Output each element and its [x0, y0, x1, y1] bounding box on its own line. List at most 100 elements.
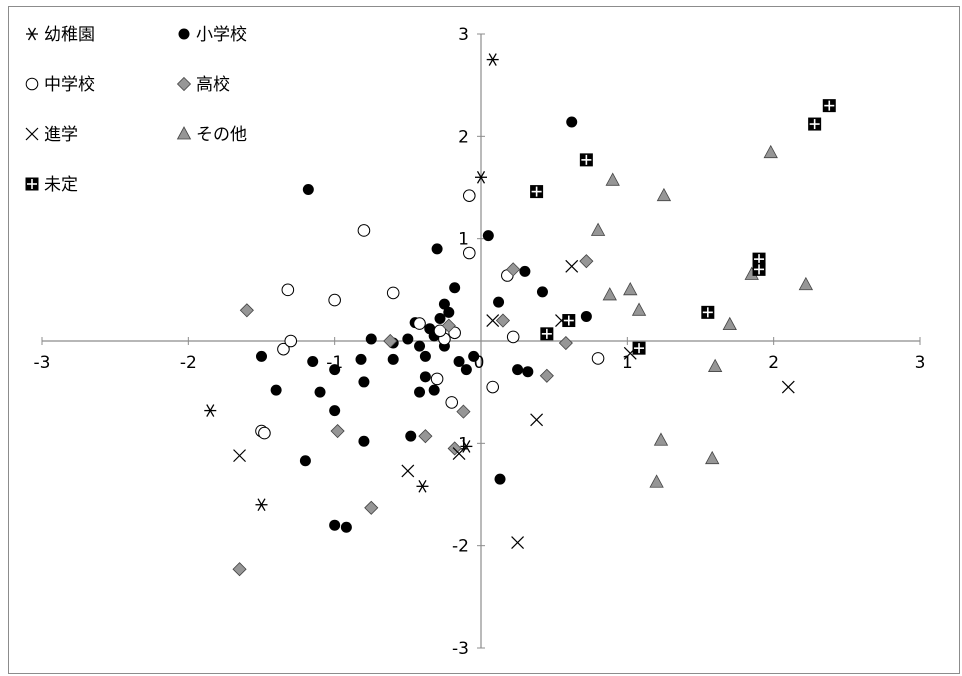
data-point — [256, 350, 267, 362]
data-point — [452, 447, 466, 460]
data-point — [475, 170, 487, 184]
chart-frame — [8, 6, 960, 674]
data-point — [270, 384, 282, 396]
data-point — [558, 335, 573, 351]
legend-marker — [178, 28, 190, 40]
data-point — [701, 305, 715, 319]
data-point — [707, 358, 723, 372]
axes — [41, 33, 921, 649]
data-point — [340, 521, 352, 533]
legend-marker — [26, 27, 38, 41]
x-tick-label: 3 — [915, 353, 926, 373]
data-point — [530, 413, 544, 427]
y-tick-label: 3 — [458, 25, 469, 45]
legend-marker — [25, 77, 39, 91]
data-point — [590, 222, 606, 236]
data-point — [445, 396, 459, 409]
series-6 — [590, 144, 814, 488]
x-tick-label: -2 — [180, 353, 197, 373]
data-point — [486, 380, 500, 394]
series-7 — [530, 99, 836, 355]
data-point — [449, 282, 461, 294]
data-point — [357, 224, 371, 237]
data-point — [605, 172, 620, 186]
data-point — [468, 350, 480, 362]
legend-item: その他 — [176, 125, 247, 145]
data-point — [414, 340, 426, 352]
data-point — [522, 366, 534, 378]
data-point — [239, 303, 254, 318]
data-point — [493, 296, 505, 308]
data-point — [781, 380, 795, 394]
data-point — [255, 498, 268, 512]
data-point — [441, 318, 456, 333]
legend-marker — [25, 127, 39, 141]
data-point — [204, 404, 217, 417]
data-point — [462, 189, 476, 202]
data-point — [358, 435, 370, 447]
x-tick-label: -3 — [34, 353, 51, 373]
legend-label: 進学 — [44, 125, 78, 145]
y-tick-label: -2 — [452, 537, 469, 557]
legend-label: 中学校 — [44, 75, 95, 95]
data-point — [418, 429, 433, 444]
data-point — [299, 455, 311, 467]
data-point — [602, 287, 617, 301]
legend-label: 未定 — [44, 175, 78, 195]
legend-label: その他 — [196, 125, 247, 145]
data-point — [302, 184, 314, 196]
data-point — [631, 302, 647, 316]
data-point — [495, 313, 511, 328]
data-point — [416, 479, 429, 493]
data-point — [405, 430, 417, 442]
data-point — [460, 364, 472, 376]
data-point — [355, 353, 367, 365]
data-point — [431, 243, 443, 255]
data-point — [579, 153, 593, 167]
data-point — [443, 306, 455, 318]
data-point — [722, 316, 737, 331]
data-point — [433, 324, 447, 338]
y-tick-label: 2 — [458, 127, 469, 147]
data-point — [536, 286, 548, 298]
series-1 — [204, 53, 499, 512]
data-point — [579, 254, 594, 269]
data-point — [506, 262, 521, 277]
data-point — [649, 474, 664, 488]
series-5 — [233, 259, 795, 550]
x-tick-label: 2 — [768, 353, 779, 373]
data-point — [383, 333, 398, 349]
data-point — [462, 246, 476, 260]
data-point — [307, 355, 319, 367]
data-point — [566, 116, 578, 128]
data-point — [386, 286, 400, 300]
legend-item: 進学 — [25, 125, 78, 145]
x-tick-label: 1 — [622, 353, 633, 373]
data-point — [486, 53, 499, 66]
data-points — [204, 53, 836, 577]
data-point — [233, 449, 246, 463]
data-point — [705, 450, 720, 465]
data-point — [808, 117, 822, 131]
y-tick-label: 1 — [458, 230, 469, 250]
legend-label: 小学校 — [196, 25, 247, 45]
data-point — [430, 372, 444, 386]
data-point — [413, 317, 426, 330]
data-point — [562, 314, 576, 328]
data-point — [511, 536, 525, 550]
data-point — [512, 364, 524, 376]
legend-marker — [25, 177, 39, 191]
data-point — [656, 187, 672, 202]
legend-label: 高校 — [196, 75, 230, 95]
legend-marker — [176, 126, 192, 140]
data-point — [258, 426, 271, 440]
data-point — [329, 405, 341, 417]
legend-item: 未定 — [25, 175, 78, 195]
data-point — [402, 333, 414, 345]
data-point — [763, 144, 778, 159]
data-point — [329, 519, 341, 531]
data-point — [519, 265, 531, 277]
data-point — [364, 500, 379, 515]
